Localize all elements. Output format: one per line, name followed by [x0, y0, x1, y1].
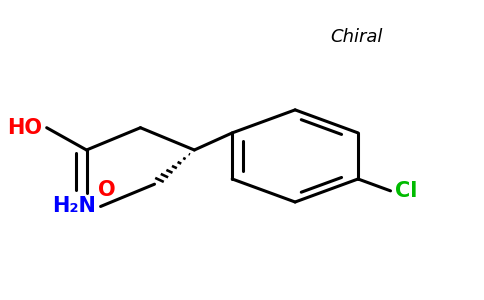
- Text: HO: HO: [7, 118, 42, 138]
- Text: H₂N: H₂N: [52, 196, 96, 217]
- Text: Chiral: Chiral: [330, 28, 382, 46]
- Text: Cl: Cl: [395, 181, 418, 201]
- Text: O: O: [98, 180, 116, 200]
